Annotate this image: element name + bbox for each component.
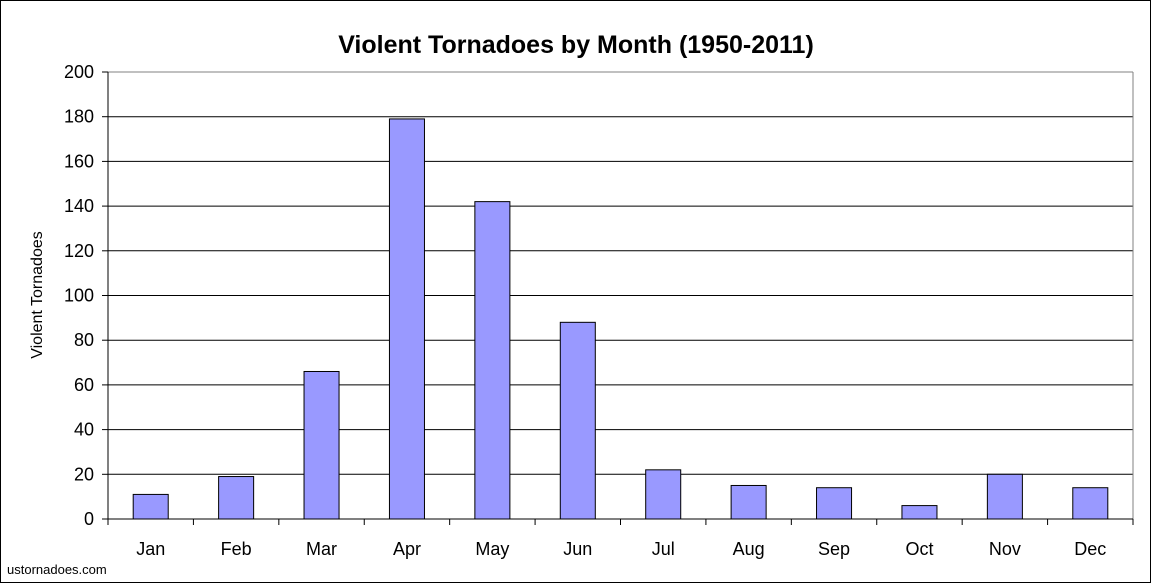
x-tick-label: May <box>475 539 509 559</box>
y-tick-labels: 0 20 40 60 80 100 120 140 160 180 200 <box>64 62 94 529</box>
y-tick-label: 0 <box>84 509 94 529</box>
x-tick-label: Feb <box>221 539 252 559</box>
y-tick-label: 60 <box>74 375 94 395</box>
y-tick-label: 100 <box>64 286 94 306</box>
y-tick-label: 200 <box>64 62 94 82</box>
x-tick-labels: Jan Feb Mar Apr May Jun Jul Aug Sep Oct Nov Dec <box>136 539 1106 559</box>
x-tick-label: Dec <box>1074 539 1106 559</box>
bar-jan <box>132 493 169 520</box>
bar-nov <box>986 473 1023 520</box>
x-tick-label: Apr <box>393 539 421 559</box>
y-axis-title: Violent Tornadoes <box>29 231 46 359</box>
source-watermark: ustornadoes.com <box>7 562 107 577</box>
y-tick-label: 160 <box>64 151 94 171</box>
bar-apr <box>388 118 425 520</box>
x-tick-label: Jul <box>652 539 675 559</box>
x-tick-label: Nov <box>989 539 1021 559</box>
y-tick-label: 120 <box>64 241 94 261</box>
bar-dec <box>1072 487 1109 520</box>
y-tick-label: 80 <box>74 330 94 350</box>
bar-may <box>474 201 511 520</box>
chart-title: Violent Tornadoes by Month (1950-2011) <box>338 31 814 59</box>
x-tick-label: Jan <box>136 539 165 559</box>
gridlines <box>108 71 1133 520</box>
y-tick-label: 20 <box>74 464 94 484</box>
y-tick-label: 140 <box>64 196 94 216</box>
axes <box>102 71 1134 525</box>
x-tick-label: Oct <box>905 539 933 559</box>
x-tick-label: Aug <box>733 539 765 559</box>
bar-feb <box>218 476 255 520</box>
bar-jul <box>645 469 682 520</box>
bar-aug <box>730 484 767 520</box>
y-tick-label: 40 <box>74 420 94 440</box>
x-tick-label: Jun <box>563 539 592 559</box>
y-tick-label: 180 <box>64 107 94 127</box>
bar-mar <box>303 370 340 520</box>
x-tick-label: Mar <box>306 539 337 559</box>
x-tick-label: Sep <box>818 539 850 559</box>
bar-sep <box>816 487 853 520</box>
bar-oct <box>901 505 938 520</box>
bar-jun <box>559 321 596 520</box>
bars <box>132 118 1109 520</box>
